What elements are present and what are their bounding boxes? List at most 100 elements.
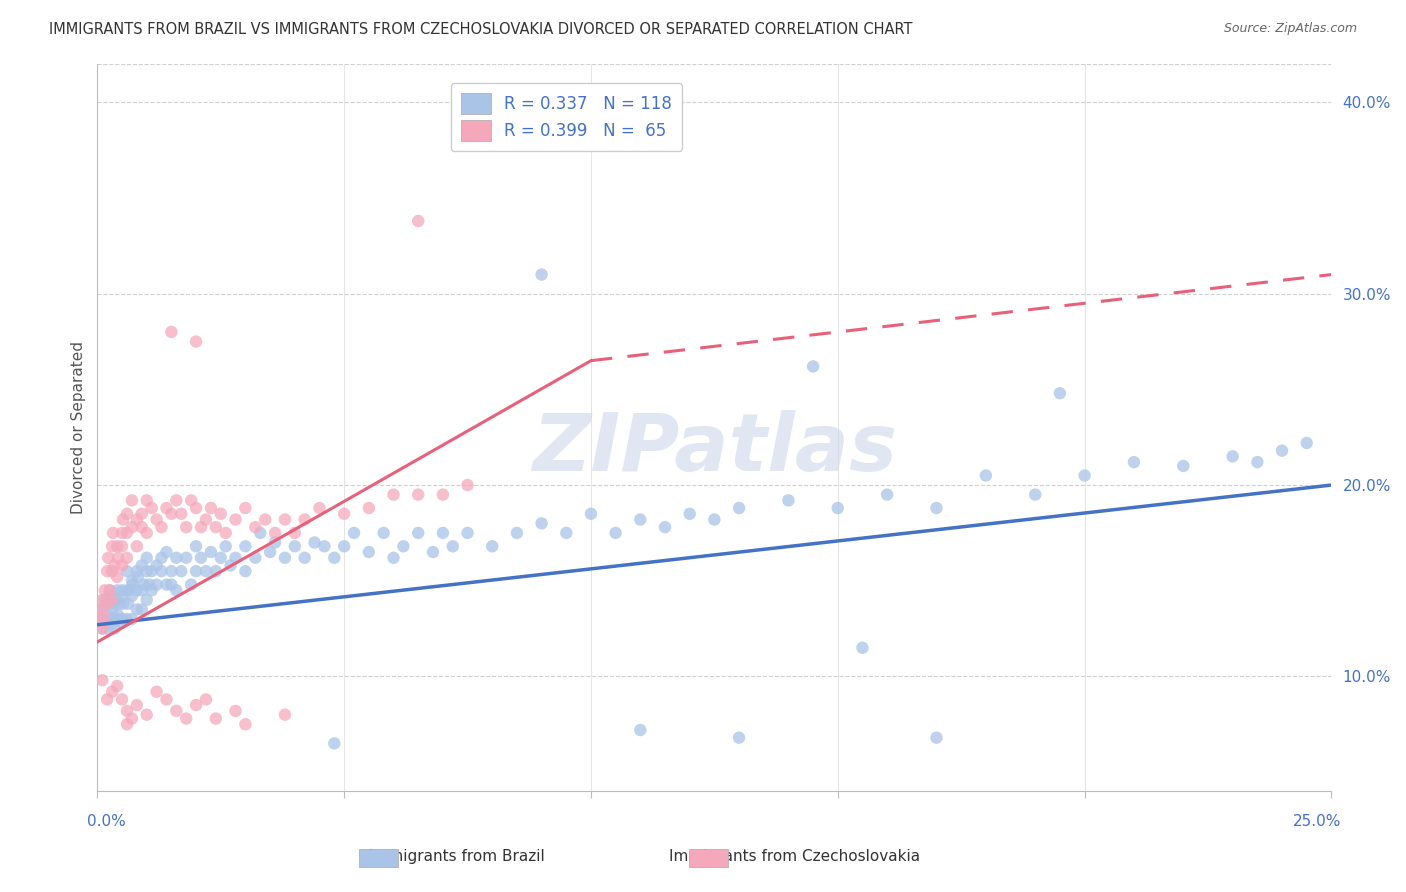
Point	[579, 507, 602, 521]
Point	[308, 501, 330, 516]
Point	[94, 615, 117, 630]
Point	[141, 583, 163, 598]
Point	[530, 268, 553, 282]
Point	[1123, 455, 1146, 469]
Point	[225, 550, 247, 565]
Point	[180, 493, 202, 508]
Legend: R = 0.337   N = 118, R = 0.399   N =  65: R = 0.337 N = 118, R = 0.399 N = 65	[451, 83, 682, 151]
Point	[530, 516, 553, 531]
Point	[101, 602, 124, 616]
Point	[125, 512, 148, 526]
Point	[170, 507, 193, 521]
Point	[150, 520, 173, 534]
Point	[115, 550, 138, 565]
Point	[96, 597, 118, 611]
Point	[90, 602, 112, 616]
Point	[406, 488, 429, 502]
Point	[135, 525, 157, 540]
Point	[121, 712, 143, 726]
Point	[184, 501, 207, 516]
Point	[184, 564, 207, 578]
Point	[235, 501, 257, 516]
Point	[264, 525, 287, 540]
Y-axis label: Divorced or Separated: Divorced or Separated	[72, 341, 86, 514]
Point	[235, 564, 257, 578]
Point	[150, 564, 173, 578]
Point	[101, 593, 124, 607]
Point	[555, 525, 578, 540]
Point	[135, 707, 157, 722]
Text: Immigrants from Brazil: Immigrants from Brazil	[368, 849, 546, 863]
Point	[333, 539, 356, 553]
Point	[111, 692, 134, 706]
Point	[225, 512, 247, 526]
Point	[333, 507, 356, 521]
Point	[200, 545, 222, 559]
Point	[115, 717, 138, 731]
Point	[184, 698, 207, 713]
Point	[115, 612, 138, 626]
Point	[117, 597, 139, 611]
Point	[134, 577, 156, 591]
Point	[204, 520, 226, 534]
Point	[1024, 488, 1046, 502]
Point	[284, 525, 307, 540]
Point	[323, 736, 346, 750]
Point	[101, 612, 124, 626]
Point	[98, 583, 121, 598]
Point	[135, 550, 157, 565]
Point	[155, 501, 177, 516]
Point	[90, 602, 112, 616]
Point	[254, 512, 277, 526]
Point	[406, 525, 429, 540]
Point	[1295, 436, 1317, 450]
Point	[160, 577, 183, 591]
Point	[138, 577, 160, 591]
Point	[274, 707, 297, 722]
Point	[111, 589, 134, 603]
Point	[105, 539, 128, 553]
Point	[160, 564, 183, 578]
Point	[127, 570, 149, 584]
Point	[94, 593, 117, 607]
Point	[111, 583, 134, 598]
Point	[314, 539, 336, 553]
Point	[778, 493, 800, 508]
Point	[104, 622, 127, 636]
Point	[111, 558, 134, 573]
Point	[235, 717, 257, 731]
Point	[101, 597, 124, 611]
Point	[1173, 458, 1195, 473]
Point	[98, 583, 121, 598]
Point	[392, 539, 415, 553]
Point	[441, 539, 464, 553]
Point	[605, 525, 627, 540]
Point	[1049, 386, 1071, 401]
Point	[215, 525, 238, 540]
Point	[155, 577, 177, 591]
Point	[160, 325, 183, 339]
Point	[111, 597, 134, 611]
Text: Source: ZipAtlas.com: Source: ZipAtlas.com	[1223, 22, 1357, 36]
Point	[165, 704, 187, 718]
Point	[1073, 468, 1095, 483]
Point	[200, 501, 222, 516]
Point	[284, 539, 307, 553]
Point	[209, 550, 232, 565]
Point	[219, 558, 242, 573]
Point	[107, 608, 129, 623]
Point	[876, 488, 898, 502]
Point	[432, 488, 454, 502]
Point	[382, 550, 405, 565]
Point	[115, 704, 138, 718]
Point	[180, 577, 202, 591]
Text: 0.0%: 0.0%	[87, 814, 127, 830]
Point	[259, 545, 281, 559]
Point	[141, 501, 163, 516]
Point	[679, 507, 702, 521]
Point	[111, 612, 134, 626]
Point	[851, 640, 873, 655]
Point	[101, 564, 124, 578]
Point	[105, 570, 128, 584]
Point	[457, 525, 479, 540]
